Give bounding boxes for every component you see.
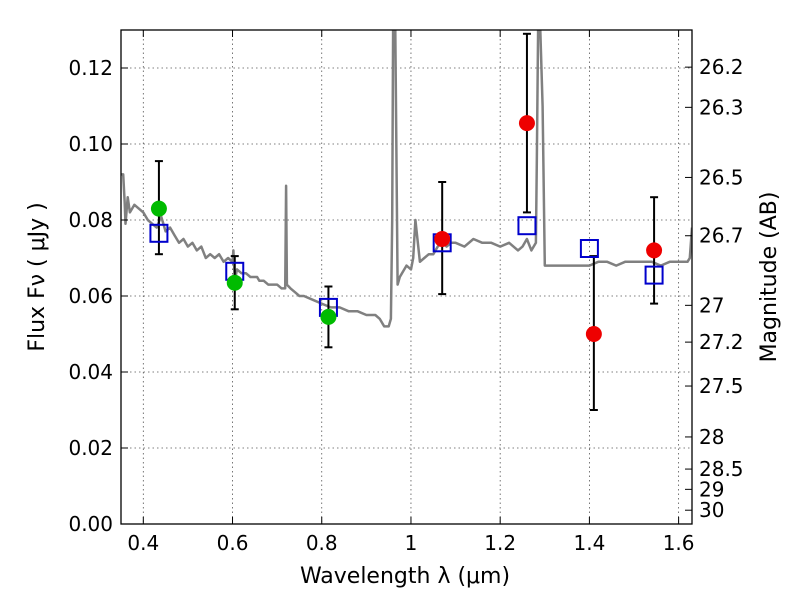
right-tick-label: 29	[699, 477, 724, 501]
right-tick-label: 27.5	[699, 374, 744, 398]
red-photometry-point	[646, 242, 663, 259]
red-photometry-point	[434, 231, 451, 247]
right-tick-label: 28	[699, 425, 724, 449]
model-spectrum-line	[121, 30, 692, 328]
model-flux-square	[579, 239, 599, 258]
right-tick-label: 26.2	[699, 55, 744, 79]
x-tick-label: 1.4	[573, 531, 605, 555]
right-tick-label: 26.5	[699, 165, 744, 189]
plot-frame	[120, 29, 693, 525]
grid	[121, 30, 692, 524]
plot-data	[121, 30, 692, 411]
red-photometry-point	[518, 115, 535, 132]
x-tick-label: 1	[405, 531, 418, 555]
model-flux-square	[644, 265, 664, 285]
right-tick-label: 30	[699, 498, 724, 522]
green-photometry-point	[320, 308, 337, 325]
right-tick-label: 27	[699, 293, 724, 317]
green-photometry-point	[150, 200, 167, 217]
x-tick-label: 0.8	[306, 531, 338, 555]
right-tick-label: 26.3	[699, 95, 744, 119]
axes: 0.4 0.6 0.8 1 1.2 1.4 1.6 0.00 0.02 0.04 0.06 0.08 0…	[68, 30, 744, 555]
y-tick-label: 0.02	[68, 436, 113, 460]
right-tick-label: 26.7	[699, 224, 744, 248]
y-tick-label: 0.04	[68, 360, 113, 384]
y-tick-label: 0.10	[68, 132, 113, 156]
y-tick-label: 0.12	[68, 56, 113, 80]
y-tick-label: 0.08	[68, 208, 113, 232]
red-photometry-point	[585, 326, 602, 342]
x-axis-label: Wavelength λ (μm)	[300, 564, 510, 589]
x-tick-label: 1.6	[663, 531, 695, 555]
model-flux-square	[149, 223, 169, 243]
right-tick-label: 27.2	[699, 330, 744, 354]
x-tick-label: 0.4	[127, 531, 159, 555]
green-photometry-point	[226, 274, 243, 291]
right-axis-label: Magnitude (AB)	[757, 192, 782, 363]
x-tick-label: 0.6	[217, 531, 249, 555]
model-flux-square	[517, 216, 537, 236]
y-axis-label: Flux Fν ( μJy )	[25, 202, 50, 351]
y-tick-label: 0.06	[68, 284, 113, 308]
right-tick-label: 28.5	[699, 457, 744, 481]
x-tick-label: 1.2	[484, 531, 516, 555]
y-tick-label: 0.00	[68, 512, 113, 536]
